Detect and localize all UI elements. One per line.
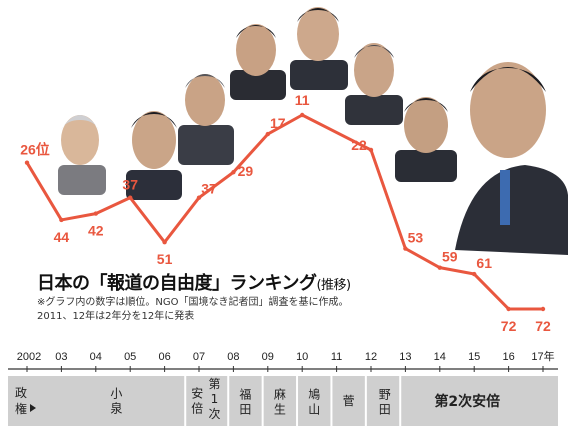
- portrait-aso: [230, 24, 286, 100]
- admin-header-char: 権: [15, 401, 27, 416]
- admin-label-char: 麻: [274, 387, 286, 402]
- admin-header-char: 政: [15, 386, 27, 400]
- data-point: [437, 265, 442, 270]
- note-line-2: 2011、12年は2年分を12年に発表: [37, 311, 195, 322]
- year-label: 06: [158, 351, 170, 363]
- admin-label-char: 次: [208, 407, 220, 421]
- year-label: 07: [193, 351, 205, 363]
- data-point: [368, 147, 374, 153]
- data-point: [472, 271, 477, 277]
- data-label: 72: [501, 318, 517, 334]
- year-label: 15: [468, 351, 480, 363]
- year-label: 14: [434, 351, 446, 363]
- portrait-abe2: [455, 62, 568, 255]
- year-label: 03: [55, 351, 67, 363]
- year-label: 17年: [531, 349, 554, 363]
- admin-label-char: 安: [191, 386, 203, 401]
- data-point: [540, 306, 546, 312]
- data-point: [265, 131, 270, 137]
- year-label: 2002: [17, 351, 41, 363]
- data-point: [128, 195, 133, 200]
- arrow-icon: [30, 404, 36, 412]
- data-label: 72: [535, 318, 551, 334]
- plot-area: 26位 44 42 37 51 37 29 17 11 22 53 59 61 72 72: [20, 92, 551, 334]
- admin-label-char: 1: [211, 392, 219, 406]
- admin-label-char: 福: [239, 387, 251, 402]
- admin-label-char: 生: [274, 403, 286, 417]
- year-label: 05: [124, 351, 136, 363]
- portrait-koizumi: [58, 115, 106, 195]
- admin-label-char: 田: [239, 403, 251, 417]
- note-line-1: ※グラフ内の数字は順位。NGO「国境なき記者団」調査を基に作成。: [37, 297, 349, 308]
- title-main: 日本の「報道の自由度」ランキング: [37, 273, 317, 294]
- data-point: [403, 246, 408, 251]
- data-point: [300, 112, 305, 118]
- portrait-noda: [395, 97, 457, 182]
- year-label: 08: [227, 351, 239, 363]
- data-label: 59: [442, 249, 458, 265]
- admin-label-char: 小: [110, 387, 122, 401]
- chart-notes: ※グラフ内の数字は順位。NGO「国境なき記者団」調査を基に作成。 2011、12…: [37, 296, 397, 324]
- year-label: 09: [262, 351, 274, 363]
- data-label: 53: [408, 230, 424, 246]
- data-point: [93, 211, 99, 216]
- admin-label-char: 野: [379, 388, 391, 402]
- data-point: [231, 170, 236, 175]
- year-axis: 2002 03 04 05 06 07 08 09 10 11 12 13 14 15 16 17年: [8, 349, 558, 372]
- chart-title: 日本の「報道の自由度」ランキング(推移): [37, 269, 351, 295]
- data-label: 37: [201, 181, 217, 197]
- admin-label: 菅: [343, 394, 355, 408]
- admin-label-char: 田: [379, 403, 391, 417]
- data-point: [506, 306, 511, 312]
- portraits: [58, 7, 568, 255]
- admin-label: 第2次安倍: [434, 393, 500, 410]
- admin-label-char: 山: [308, 403, 320, 417]
- data-point: [196, 195, 202, 200]
- year-label: 16: [502, 351, 514, 363]
- data-label: 51: [157, 251, 173, 267]
- admin-label-char: 鳩: [308, 388, 320, 402]
- portrait-kan: [345, 43, 403, 125]
- portrait-fukuda: [178, 74, 234, 165]
- data-label: 42: [88, 223, 104, 239]
- data-label: 11: [295, 92, 310, 108]
- title-suffix: (推移): [316, 278, 351, 293]
- data-point: [162, 240, 167, 245]
- data-label: 37: [122, 177, 138, 193]
- data-label: 29: [238, 163, 254, 179]
- year-label: 12: [365, 351, 377, 363]
- data-label: 17: [270, 115, 286, 131]
- data-label: 61: [476, 255, 492, 271]
- portrait-hatoyama: [290, 7, 348, 90]
- year-label: 10: [296, 351, 308, 363]
- year-label: 04: [90, 351, 102, 363]
- admin-label-char: 泉: [110, 402, 122, 416]
- data-label: 26位: [20, 142, 50, 158]
- admin-label-char: 倍: [191, 401, 203, 416]
- data-label: 22: [351, 137, 367, 153]
- admin-bar-bg: [8, 376, 558, 426]
- data-point: [24, 160, 30, 165]
- portrait-abe1: [126, 111, 182, 200]
- data-label: 44: [54, 229, 70, 245]
- year-label: 13: [399, 351, 411, 363]
- admin-label-char: 第: [208, 377, 220, 391]
- data-point: [59, 217, 64, 223]
- year-label: 11: [331, 351, 342, 363]
